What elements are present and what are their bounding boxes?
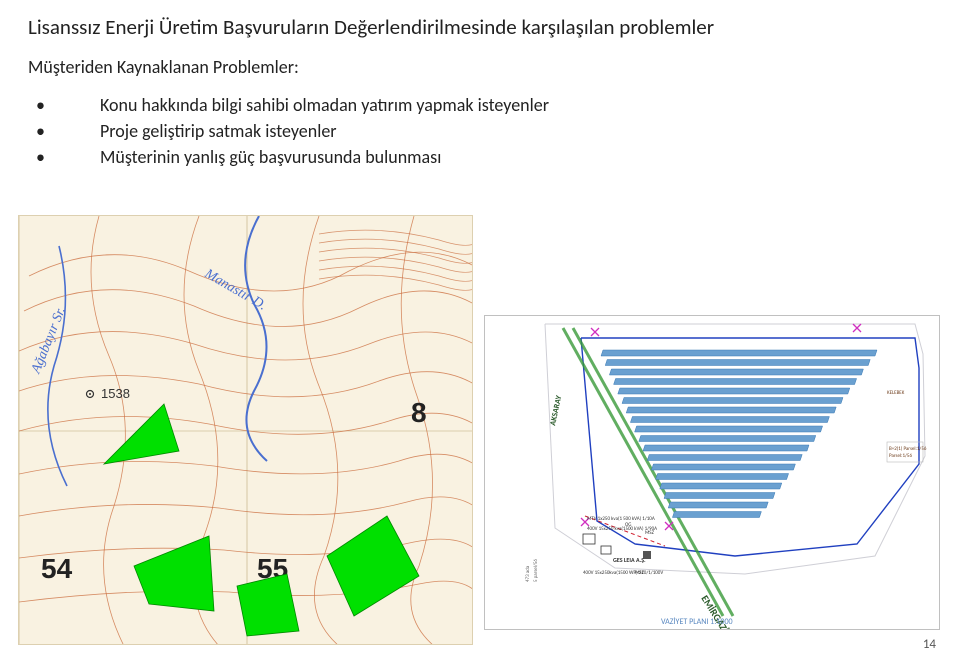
svg-text:400V 15x250kva(1500 WP) 210/1/: 400V 15x250kva(1500 WP) 210/1/100V: [583, 569, 663, 576]
svg-text:MSZ: MSZ: [645, 530, 655, 536]
svg-text:VAZİYET PLANI 1:1000: VAZİYET PLANI 1:1000: [661, 617, 733, 627]
map-panel: 153854558Ağabayır Sr.Manastır D. B+2(1) …: [0, 215, 960, 660]
svg-text:MTV 1x250 kva(1 500 kVA) 1/10A: MTV 1x250 kva(1 500 kVA) 1/10A: [587, 515, 655, 522]
svg-text:B+2(1) Parsel:1/56: B+2(1) Parsel:1/56: [889, 445, 927, 452]
svg-text:GES LEIA A.Ş.: GES LEIA A.Ş.: [613, 556, 646, 564]
svg-text:5 parsel/56: 5 parsel/56: [533, 559, 539, 582]
bullet-list: Konu hakkında bilgi sahibi olmadan yatır…: [36, 92, 932, 170]
svg-text:8: 8: [411, 397, 427, 428]
page-title: Lisanssız Enerji Üretim Başvuruların Değ…: [28, 14, 932, 40]
section-subhead: Müşteriden Kaynaklanan Problemler:: [28, 56, 932, 78]
svg-text:1538: 1538: [101, 386, 130, 401]
list-item: Müşterinin yanlış güç başvurusunda bulun…: [36, 144, 932, 170]
list-item: Proje geliştirip satmak isteyenler: [36, 118, 932, 144]
site-plan: B+2(1) Parsel:1/56Parsel:1/56 MTV 1x250 k…: [484, 315, 940, 630]
svg-text:Parsel:1/56: Parsel:1/56: [889, 453, 912, 459]
list-item: Konu hakkında bilgi sahibi olmadan yatır…: [36, 92, 932, 118]
svg-text:54: 54: [41, 553, 73, 584]
topographic-map: 153854558Ağabayır Sr.Manastır D.: [18, 215, 473, 645]
svg-text:KELEBEK: KELEBEK: [887, 390, 905, 396]
svg-text:MSZ: MSZ: [635, 570, 645, 576]
svg-text:473 ada: 473 ada: [525, 565, 531, 582]
page-number: 14: [923, 637, 936, 652]
